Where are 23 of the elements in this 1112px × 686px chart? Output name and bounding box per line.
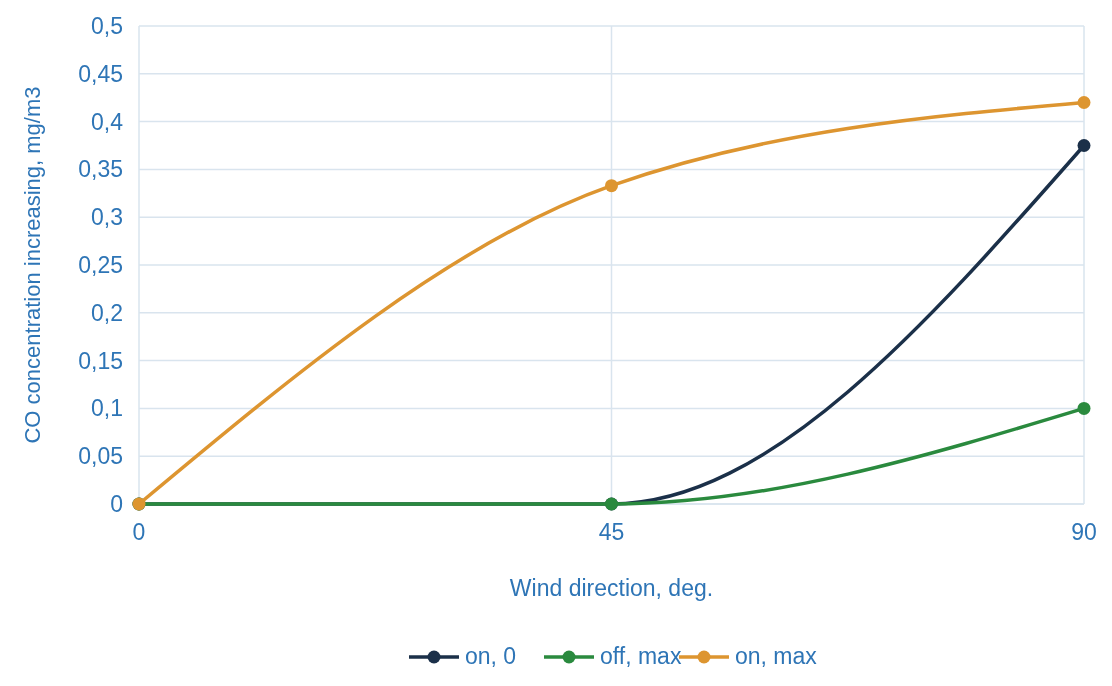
y-tick-label: 0,35 — [78, 156, 123, 183]
y-tick-label: 0,4 — [91, 108, 124, 135]
y-tick-label: 0,15 — [78, 347, 123, 374]
y-tick-label: 0,5 — [91, 13, 123, 40]
y-tick-label: 0,25 — [78, 252, 123, 279]
y-tick-label: 0,3 — [91, 204, 123, 231]
point — [1077, 401, 1091, 415]
legend-label: off, max — [600, 643, 682, 669]
point — [1077, 95, 1091, 109]
x-tick-label: 90 — [1071, 519, 1097, 545]
y-tick-label: 0,1 — [91, 395, 123, 422]
y-axis-title: CO concentration increasing, mg/m3 — [20, 86, 45, 444]
point — [605, 179, 618, 193]
x-tick-label: 45 — [598, 519, 625, 545]
y-tick-label: 0,45 — [78, 60, 123, 87]
point — [1077, 139, 1091, 152]
legend-label: on, max — [735, 643, 818, 669]
x-axis-title: Wind direction, deg. — [509, 575, 714, 601]
y-tick-label: 0 — [110, 491, 123, 518]
legend-label: on, 0 — [465, 643, 517, 669]
y-tick-label: 0,2 — [91, 299, 123, 326]
y-tick-label: 0,05 — [78, 443, 123, 470]
x-tick-label: 0 — [132, 519, 146, 545]
